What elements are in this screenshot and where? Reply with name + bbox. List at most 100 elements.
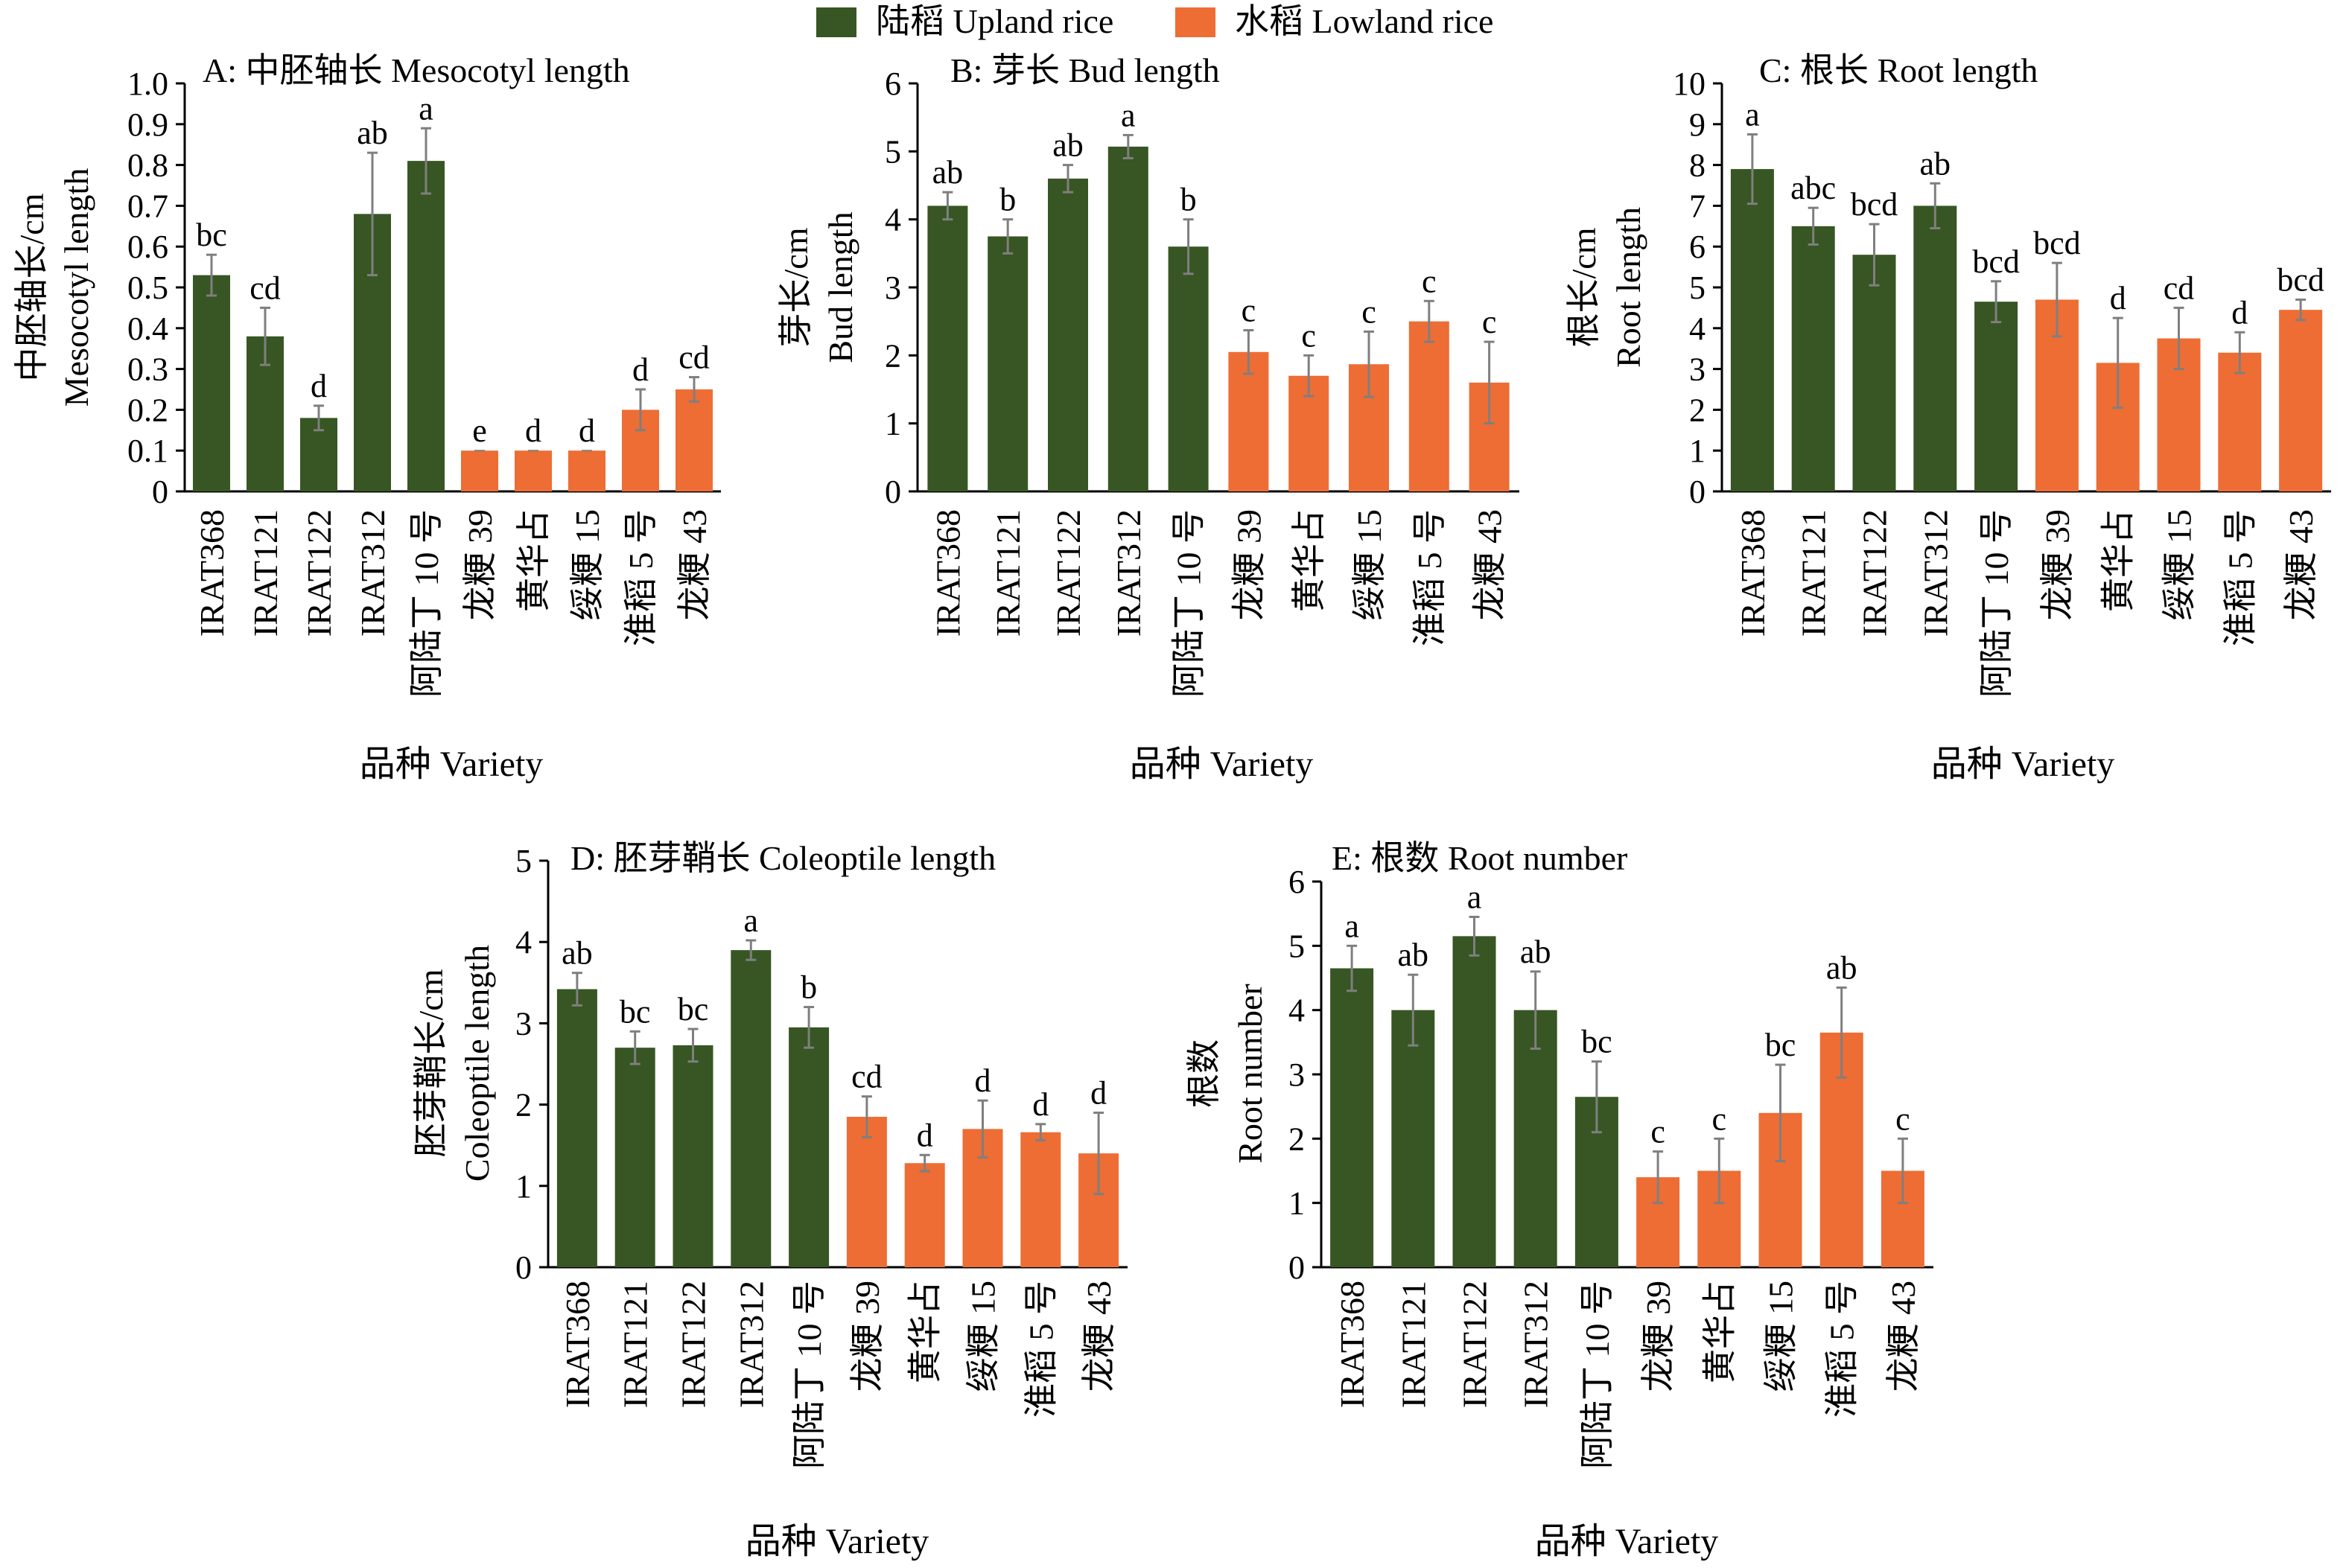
x-tick-label: 龙粳 43	[1884, 1281, 1922, 1392]
y-axis-label-en: Mesocotyl length	[57, 168, 95, 407]
x-tick-label: IRAT121	[1394, 1281, 1432, 1408]
significance-label: d	[917, 1117, 933, 1153]
x-tick-label: IRAT368	[929, 509, 967, 637]
y-tick-label: 9	[1689, 106, 1706, 143]
significance-label: c	[1242, 293, 1256, 329]
chart-title: A: 中胚轴长 Mesocotyl length	[203, 51, 630, 89]
significance-label: bcd	[1972, 243, 2020, 280]
bar	[1391, 1010, 1435, 1267]
x-tick-label: 龙粳 39	[1230, 509, 1268, 621]
x-tick-label: 龙粳 39	[2038, 509, 2076, 621]
bar	[568, 450, 605, 491]
x-tick-label: 阿陆丁 10 号	[407, 509, 445, 698]
y-tick-label: 2	[515, 1087, 532, 1124]
x-tick-label: IRAT121	[247, 509, 284, 637]
chart-panel-e: E: 根数 Root number 0 1 2 3 4 5 6 根数 Root number a IR…	[1185, 839, 1933, 1561]
x-tick-label: IRAT312	[1110, 509, 1148, 637]
bar	[789, 1027, 830, 1267]
bar	[1513, 1010, 1557, 1267]
chart-panel-c: C: 根长 Root length 0 1 2 3 4 5 6 7 8 9 10 根长/cm Root l…	[1565, 51, 2331, 784]
significance-label: c	[1650, 1114, 1665, 1150]
x-tick-label: IRAT312	[354, 509, 392, 637]
significance-label: bc	[620, 993, 651, 1030]
x-axis-label: 品种 Variety	[1535, 1522, 1719, 1561]
x-tick-label: IRAT312	[1517, 1281, 1555, 1408]
y-tick-label: 1.0	[127, 66, 168, 102]
y-tick-label: 1	[885, 406, 901, 442]
significance-label: ab	[562, 935, 593, 972]
x-tick-label: IRAT122	[675, 1281, 713, 1408]
y-tick-label: 0.8	[127, 147, 168, 184]
bar	[1408, 321, 1449, 491]
y-tick-label: 0.1	[127, 433, 168, 469]
x-tick-label: 黄华占	[1700, 1281, 1738, 1383]
x-tick-label: 龙粳 43	[1080, 1281, 1118, 1392]
significance-label: abc	[1790, 170, 1836, 206]
x-tick-label: IRAT368	[559, 1281, 597, 1408]
y-axis-label-cn: 中胚轴长/cm	[13, 193, 51, 381]
y-tick-label: 0.9	[127, 106, 168, 143]
chart-panel-d: D: 胚芽鞘长 Coleoptile length 0 1 2 3 4 5 胚芽鞘长/cm Co…	[412, 839, 1128, 1561]
significance-label: bc	[1581, 1024, 1612, 1060]
x-tick-label: IRAT122	[1049, 509, 1087, 637]
bar	[1791, 226, 1835, 491]
significance-label: bcd	[2033, 225, 2081, 261]
bar	[1168, 246, 1209, 491]
chart-title: D: 胚芽鞘长 Coleoptile length	[570, 839, 996, 877]
significance-label: c	[1361, 293, 1376, 330]
bar	[556, 989, 597, 1267]
significance-label: ab	[1398, 937, 1429, 973]
y-tick-label: 5	[515, 843, 532, 879]
significance-label: d	[632, 351, 649, 388]
legend-label-lowland: 水稻 Lowland rice	[1235, 2, 1493, 40]
significance-label: d	[2110, 280, 2126, 316]
y-tick-label: 10	[1673, 66, 1706, 102]
bar	[407, 161, 445, 491]
significance-label: bc	[678, 991, 709, 1027]
bar	[731, 950, 772, 1267]
y-tick-label: 4	[1288, 992, 1305, 1029]
y-tick-label: 6	[1288, 864, 1305, 900]
significance-label: a	[1745, 97, 1760, 133]
bar	[1020, 1132, 1061, 1267]
x-tick-label: 黄华占	[1290, 509, 1328, 612]
x-tick-label: 龙粳 39	[1639, 1281, 1677, 1392]
x-tick-label: 阿陆丁 10 号	[1578, 1281, 1616, 1469]
y-tick-label: 4	[515, 924, 532, 960]
y-axis-label-en: Coleoptile length	[458, 945, 496, 1182]
y-tick-label: 7	[1689, 188, 1706, 224]
y-tick-label: 0.3	[127, 351, 168, 388]
bar	[461, 450, 498, 491]
bar	[515, 450, 552, 491]
y-tick-label: 3	[1689, 351, 1706, 388]
significance-label: d	[975, 1062, 991, 1099]
bar	[2279, 310, 2323, 491]
y-tick-label: 4	[885, 202, 901, 238]
bar	[846, 1116, 887, 1267]
x-tick-label: 黄华占	[906, 1281, 944, 1383]
significance-label: c	[1712, 1100, 1727, 1137]
legend: 陆稻 Upland rice 水稻 Lowland rice	[816, 2, 1493, 40]
y-tick-label: 5	[1689, 270, 1706, 306]
bar	[614, 1048, 655, 1267]
y-tick-label: 2	[885, 337, 901, 374]
significance-label: a	[1344, 908, 1359, 944]
x-tick-label: 黄华占	[515, 509, 553, 612]
x-axis-label: 品种 Variety	[360, 745, 544, 784]
x-tick-label: IRAT368	[1333, 1281, 1371, 1408]
y-tick-label: 5	[885, 133, 901, 170]
x-tick-label: IRAT122	[300, 509, 338, 637]
y-tick-label: 3	[885, 270, 901, 306]
x-tick-label: IRAT122	[1456, 1281, 1494, 1408]
significance-label: a	[1121, 97, 1136, 133]
y-tick-label: 0.2	[127, 392, 168, 428]
significance-label: bc	[196, 217, 227, 253]
bar	[1330, 968, 1374, 1267]
x-tick-label: IRAT312	[732, 1281, 770, 1408]
y-tick-label: 0.5	[127, 270, 168, 306]
y-tick-label: 0.4	[127, 310, 168, 347]
y-tick-label: 0	[515, 1249, 532, 1286]
x-tick-label: 龙粳 43	[2282, 509, 2320, 621]
significance-label: bcd	[1851, 186, 1898, 223]
